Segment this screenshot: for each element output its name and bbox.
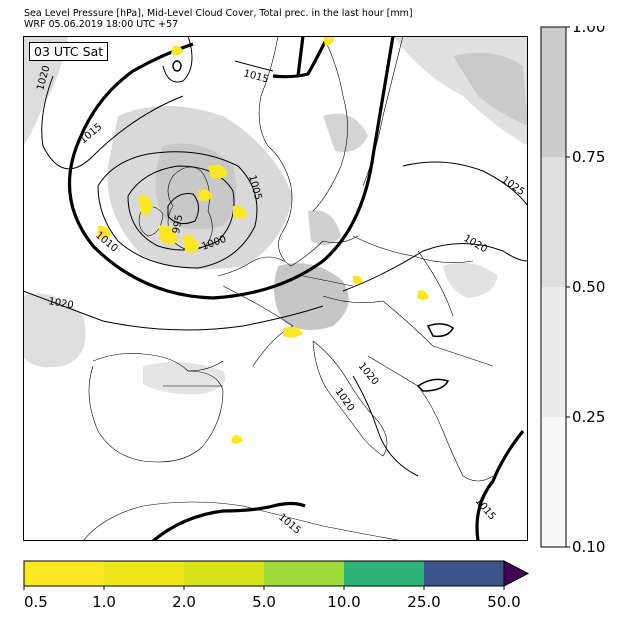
cloud-band — [541, 287, 566, 417]
weather-map: 1015 1020 1015 1005 1010 1000 995 1020 1… — [23, 36, 528, 541]
precip-tick-label: 0.5 — [24, 593, 48, 611]
precip-extend-arrow — [503, 560, 530, 587]
precip-tick-label: 50.0 — [487, 593, 520, 611]
precip-tick-label: 2.0 — [172, 593, 196, 611]
cloud-tick-label: 1.00 — [572, 26, 605, 36]
precipitation-colorbar: 0.5 1.0 2.0 5.0 10.0 25.0 50.0 — [23, 560, 530, 611]
cloud-cover-colorbar: 0.10 0.25 0.50 0.75 1.00 — [540, 26, 605, 556]
isobar-label: 1020 — [47, 296, 74, 311]
precip-tick-label: 5.0 — [252, 593, 276, 611]
valid-time-label: 03 UTC Sat — [29, 42, 109, 61]
precip-band — [424, 561, 504, 586]
cloud-tick-label: 0.50 — [572, 278, 605, 296]
cloud-tick-label: 0.75 — [572, 148, 605, 166]
isobar-label: 995 — [171, 214, 185, 235]
precipitation-layer — [97, 36, 429, 444]
precip-band — [264, 561, 344, 586]
cloud-band — [541, 27, 566, 157]
precip-band — [184, 561, 264, 586]
cloud-band — [541, 157, 566, 287]
map-frame — [23, 36, 528, 541]
precip-band — [104, 561, 184, 586]
map-title: Sea Level Pressure [hPa], Mid-Level Clou… — [24, 8, 413, 19]
map-subtitle: WRF 05.06.2019 18:00 UTC +57 — [24, 19, 179, 30]
precip-band — [344, 561, 424, 586]
cloud-cover-layer — [23, 36, 528, 395]
precip-tick-label: 1.0 — [92, 593, 116, 611]
precip-band — [24, 561, 104, 586]
cloud-tick-label: 0.25 — [572, 408, 605, 426]
cloud-band — [541, 417, 566, 547]
isobars — [23, 36, 528, 541]
precip-tick-label: 25.0 — [407, 593, 440, 611]
precip-tick-label: 10.0 — [327, 593, 360, 611]
cloud-tick-label: 0.10 — [572, 538, 605, 556]
